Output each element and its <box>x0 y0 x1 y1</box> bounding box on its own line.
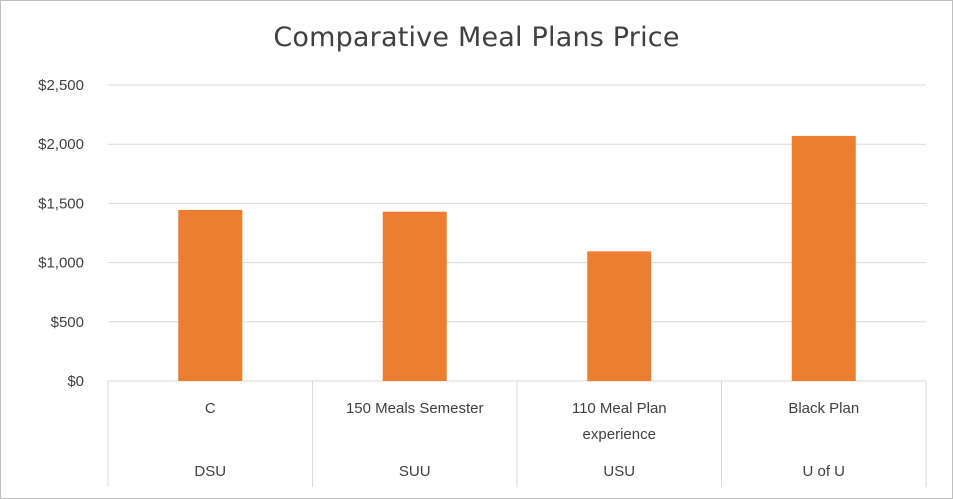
x-group-label: DSU <box>194 463 226 480</box>
bar <box>587 251 652 381</box>
bar <box>178 209 243 381</box>
y-tick-label: $500 <box>51 314 84 331</box>
x-category-label: 110 Meal Plan <box>572 400 667 417</box>
bar <box>791 135 856 381</box>
x-category-label: C <box>205 400 216 417</box>
x-category-label: Black Plan <box>788 400 859 417</box>
x-group-label: SUU <box>399 463 431 480</box>
chart-title: Comparative Meal Plans Price <box>273 22 680 53</box>
x-group-label: USU <box>603 463 635 480</box>
x-group-label: U of U <box>802 463 845 480</box>
x-category-label: 150 Meals Semester <box>346 400 484 417</box>
bar <box>382 211 447 381</box>
y-tick-label: $0 <box>67 373 84 390</box>
y-tick-label: $2,500 <box>38 77 84 94</box>
y-tick-label: $1,500 <box>38 195 84 212</box>
x-category-label: experience <box>583 426 656 443</box>
y-tick-label: $1,000 <box>38 255 84 272</box>
y-tick-label: $2,000 <box>38 136 84 153</box>
